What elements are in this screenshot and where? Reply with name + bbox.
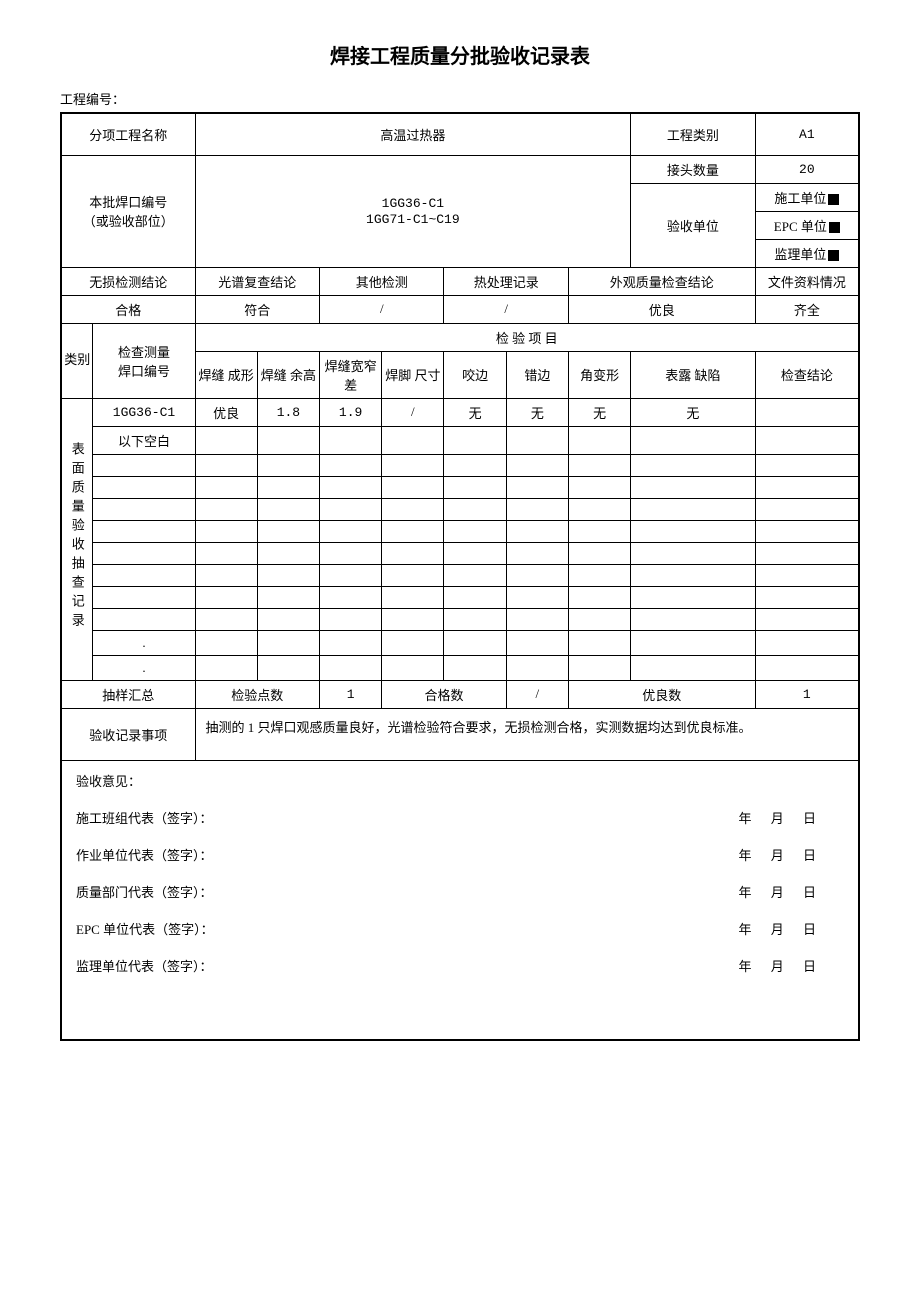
cell-c5: 无 bbox=[444, 398, 506, 426]
col-weld-form: 焊缝 成形 bbox=[195, 351, 257, 398]
table-row bbox=[61, 608, 859, 630]
epc-unit: EPC 单位 bbox=[755, 211, 859, 239]
col-misalign: 错边 bbox=[506, 351, 568, 398]
full-table: 分项工程名称 高温过热器 工程类别 A1 本批焊口编号 （或验收部位） 1GG3… bbox=[60, 112, 860, 1041]
other-label: 其他检测 bbox=[320, 267, 444, 295]
sub-project-value: 高温过热器 bbox=[195, 113, 631, 155]
spectrum-label: 光谱复查结论 bbox=[195, 267, 319, 295]
construction-unit: 施工单位 bbox=[755, 183, 859, 211]
signature-line: EPC 单位代表（签字）： 年 月 日 bbox=[76, 919, 844, 938]
col-surface-defect: 表露 缺陷 bbox=[631, 351, 755, 398]
sig-quality: 质量部门代表（签字）： bbox=[76, 882, 213, 901]
table-row bbox=[61, 586, 859, 608]
spectrum-value: 符合 bbox=[195, 295, 319, 323]
project-category-value: A1 bbox=[755, 113, 859, 155]
project-no-label: 工程编号： bbox=[60, 89, 860, 108]
notes-text: 抽测的 1 只焊口观感质量良好，光谱检验符合要求，无损检测合格，实测数据均达到优… bbox=[195, 708, 859, 760]
notes-label: 验收记录事项 bbox=[61, 708, 195, 760]
sub-project-label: 分项工程名称 bbox=[61, 113, 195, 155]
table-row bbox=[61, 520, 859, 542]
cell-weld-no: 以下空白 bbox=[93, 426, 195, 454]
signature-line: 监理单位代表（签字）： 年 月 日 bbox=[76, 956, 844, 975]
other-value: / bbox=[320, 295, 444, 323]
cell-c7: 无 bbox=[568, 398, 630, 426]
cell-c9 bbox=[755, 398, 859, 426]
cell-c4: / bbox=[382, 398, 444, 426]
signature-line: 作业单位代表（签字）： 年 月 日 bbox=[76, 845, 844, 864]
doc-value: 齐全 bbox=[755, 295, 859, 323]
opinion-label: 验收意见： bbox=[76, 771, 844, 790]
table-row bbox=[61, 476, 859, 498]
inspection-section-header: 检 验 项 目 bbox=[195, 323, 859, 351]
weld-batch-label: 本批焊口编号 （或验收部位） bbox=[61, 155, 195, 267]
joint-count-value: 20 bbox=[755, 155, 859, 183]
cell-weld-no: 1GG36-C1 bbox=[93, 398, 195, 426]
date-placeholder: 年 月 日 bbox=[738, 956, 824, 975]
table-row: . bbox=[61, 630, 859, 655]
project-category-label: 工程类别 bbox=[631, 113, 755, 155]
table-row bbox=[61, 564, 859, 586]
sig-epc: EPC 单位代表（签字）： bbox=[76, 919, 214, 938]
appearance-value: 优良 bbox=[568, 295, 755, 323]
col-reinforcement: 焊缝 余高 bbox=[257, 351, 319, 398]
cell-c6: 无 bbox=[506, 398, 568, 426]
side-label: 表面质量验收抽查记录 bbox=[61, 398, 93, 680]
signature-line: 质量部门代表（签字）： 年 月 日 bbox=[76, 882, 844, 901]
table-row: 表面质量验收抽查记录 1GG36-C1 优良 1.8 1.9 / 无 无 无 无 bbox=[61, 398, 859, 426]
table-row: . bbox=[61, 655, 859, 680]
weld-batch-value: 1GG36-C1 1GG71-C1~C19 bbox=[195, 155, 631, 267]
appearance-label: 外观质量检查结论 bbox=[568, 267, 755, 295]
date-placeholder: 年 月 日 bbox=[738, 919, 824, 938]
signature-line: 施工班组代表（签字）： 年 月 日 bbox=[76, 808, 844, 827]
page-title: 焊接工程质量分批验收记录表 bbox=[60, 40, 860, 69]
category-label: 类别 bbox=[61, 323, 93, 398]
supervision-unit: 监理单位 bbox=[755, 239, 859, 267]
weld-no-label: 检查测量 焊口编号 bbox=[93, 323, 195, 398]
pass-count-value: / bbox=[506, 680, 568, 708]
checkbox-filled-icon bbox=[828, 194, 839, 205]
cell-c1: 优良 bbox=[195, 398, 257, 426]
cell-c8: 无 bbox=[631, 398, 755, 426]
excellent-count-value: 1 bbox=[755, 680, 859, 708]
table-row: 以下空白 bbox=[61, 426, 859, 454]
heat-label: 热处理记录 bbox=[444, 267, 568, 295]
table-row bbox=[61, 498, 859, 520]
pass-count-label: 合格数 bbox=[382, 680, 506, 708]
accept-unit-label: 验收单位 bbox=[631, 183, 755, 267]
date-placeholder: 年 月 日 bbox=[738, 845, 824, 864]
date-placeholder: 年 月 日 bbox=[738, 808, 824, 827]
ndt-value: 合格 bbox=[61, 295, 195, 323]
cell-c2: 1.8 bbox=[257, 398, 319, 426]
checkbox-filled-icon bbox=[829, 222, 840, 233]
col-width-diff: 焊缝宽窄差 bbox=[320, 351, 382, 398]
col-leg-size: 焊脚 尺寸 bbox=[382, 351, 444, 398]
table-row bbox=[61, 454, 859, 476]
check-count-label: 检验点数 bbox=[195, 680, 319, 708]
col-angular: 角变形 bbox=[568, 351, 630, 398]
sig-work-unit: 作业单位代表（签字）： bbox=[76, 845, 213, 864]
ndt-label: 无损检测结论 bbox=[61, 267, 195, 295]
excellent-count-label: 优良数 bbox=[568, 680, 755, 708]
check-count-value: 1 bbox=[320, 680, 382, 708]
table-row bbox=[61, 542, 859, 564]
joint-count-label: 接头数量 bbox=[631, 155, 755, 183]
sig-construction: 施工班组代表（签字）： bbox=[76, 808, 213, 827]
signature-section: 验收意见： 施工班组代表（签字）： 年 月 日 作业单位代表（签字）： 年 月 … bbox=[61, 760, 859, 1040]
sig-supervision: 监理单位代表（签字）： bbox=[76, 956, 213, 975]
cell-c3: 1.9 bbox=[320, 398, 382, 426]
heat-value: / bbox=[444, 295, 568, 323]
checkbox-filled-icon bbox=[828, 250, 839, 261]
col-conclusion: 检查结论 bbox=[755, 351, 859, 398]
doc-label: 文件资料情况 bbox=[755, 267, 859, 295]
date-placeholder: 年 月 日 bbox=[738, 882, 824, 901]
summary-label: 抽样汇总 bbox=[61, 680, 195, 708]
col-undercut: 咬边 bbox=[444, 351, 506, 398]
